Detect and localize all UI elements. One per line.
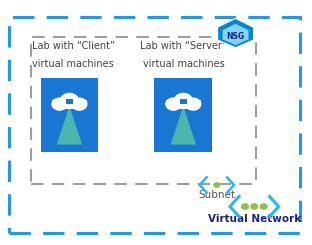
Text: Lab with “Server”: Lab with “Server”	[140, 41, 228, 51]
Text: NSG: NSG	[227, 33, 245, 41]
Bar	[66, 99, 73, 110]
Circle shape	[52, 98, 67, 110]
Polygon shape	[57, 106, 82, 145]
Bar	[52, 100, 87, 107]
Bar	[41, 78, 98, 152]
Circle shape	[214, 183, 220, 187]
Text: Lab with “Client”: Lab with “Client”	[32, 41, 115, 51]
Polygon shape	[217, 18, 254, 48]
Bar	[66, 99, 73, 104]
Circle shape	[186, 98, 201, 110]
Bar	[180, 99, 187, 110]
Circle shape	[251, 204, 258, 209]
Bar	[154, 78, 212, 152]
Circle shape	[72, 98, 87, 110]
Bar	[166, 100, 201, 107]
Circle shape	[166, 98, 181, 110]
Text: virtual machines: virtual machines	[143, 59, 225, 69]
Bar	[9, 17, 300, 233]
Circle shape	[61, 93, 78, 108]
Bar	[180, 99, 187, 104]
Circle shape	[241, 204, 248, 209]
Text: Virtual Network: Virtual Network	[208, 214, 301, 224]
Text: virtual machines: virtual machines	[32, 59, 114, 69]
Circle shape	[174, 93, 192, 108]
Text: Subnet: Subnet	[198, 190, 235, 200]
Circle shape	[260, 204, 267, 209]
Polygon shape	[223, 24, 248, 45]
Polygon shape	[171, 106, 196, 145]
Bar	[31, 37, 256, 184]
